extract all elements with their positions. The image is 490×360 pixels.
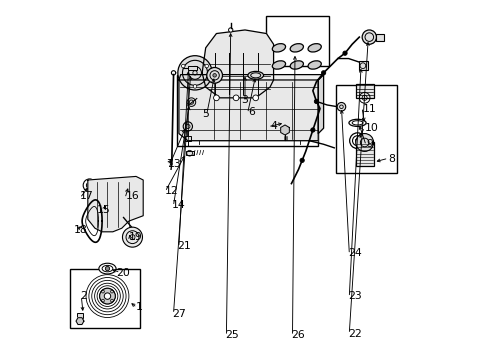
- Text: 1: 1: [136, 302, 143, 312]
- Text: 7: 7: [167, 159, 173, 169]
- Ellipse shape: [272, 44, 286, 52]
- Circle shape: [127, 184, 130, 187]
- Bar: [376, 33, 384, 41]
- Ellipse shape: [352, 121, 363, 125]
- Circle shape: [311, 128, 315, 132]
- Circle shape: [104, 293, 111, 299]
- Circle shape: [300, 158, 304, 162]
- Circle shape: [181, 64, 185, 68]
- Text: 16: 16: [125, 191, 139, 201]
- Circle shape: [355, 139, 360, 143]
- Text: 19: 19: [129, 232, 143, 242]
- Ellipse shape: [248, 71, 264, 79]
- Bar: [77, 313, 83, 319]
- Text: 5: 5: [202, 109, 209, 119]
- Polygon shape: [202, 30, 273, 98]
- Circle shape: [122, 227, 143, 247]
- Circle shape: [350, 133, 366, 149]
- Polygon shape: [76, 318, 84, 324]
- Text: 2: 2: [81, 291, 88, 301]
- Text: 15: 15: [97, 205, 111, 215]
- Circle shape: [122, 179, 135, 192]
- Text: 24: 24: [348, 248, 362, 258]
- Bar: [70, 269, 140, 328]
- Circle shape: [187, 98, 196, 107]
- Text: 21: 21: [177, 241, 191, 251]
- Circle shape: [88, 184, 91, 187]
- Polygon shape: [281, 125, 289, 135]
- Circle shape: [193, 85, 197, 88]
- Text: 14: 14: [172, 200, 186, 210]
- Bar: [185, 136, 191, 141]
- Circle shape: [205, 64, 209, 68]
- Text: 12: 12: [165, 186, 178, 196]
- Circle shape: [207, 67, 222, 83]
- Bar: [186, 151, 194, 156]
- Circle shape: [337, 103, 346, 111]
- Text: 27: 27: [172, 309, 186, 319]
- Ellipse shape: [290, 61, 303, 69]
- Circle shape: [213, 73, 217, 77]
- Circle shape: [362, 30, 376, 44]
- Ellipse shape: [272, 61, 286, 69]
- Text: 11: 11: [363, 104, 377, 113]
- Ellipse shape: [99, 263, 116, 274]
- Text: 18: 18: [74, 225, 88, 235]
- Text: 4: 4: [270, 121, 277, 131]
- Bar: [177, 75, 318, 146]
- Circle shape: [233, 95, 239, 101]
- Text: 22: 22: [348, 329, 362, 339]
- Circle shape: [105, 266, 110, 271]
- Text: 26: 26: [292, 330, 305, 341]
- Ellipse shape: [349, 119, 366, 126]
- Text: 17: 17: [80, 191, 94, 201]
- Polygon shape: [318, 75, 323, 134]
- Bar: [359, 61, 368, 70]
- Text: 23: 23: [348, 291, 362, 301]
- Ellipse shape: [308, 61, 321, 69]
- Circle shape: [183, 122, 193, 131]
- Circle shape: [214, 95, 220, 101]
- Bar: [356, 143, 373, 166]
- Circle shape: [228, 28, 233, 32]
- Circle shape: [356, 134, 373, 152]
- Text: 25: 25: [225, 330, 239, 341]
- Text: 20: 20: [117, 268, 130, 278]
- Circle shape: [99, 288, 115, 304]
- Circle shape: [321, 71, 326, 75]
- Circle shape: [178, 56, 212, 90]
- Bar: [356, 84, 373, 98]
- Circle shape: [253, 95, 259, 101]
- Text: 9: 9: [367, 139, 373, 149]
- Bar: [188, 66, 197, 70]
- Circle shape: [343, 51, 347, 55]
- Text: 6: 6: [248, 107, 255, 117]
- Ellipse shape: [290, 44, 303, 52]
- Circle shape: [83, 179, 96, 192]
- Bar: [267, 16, 329, 66]
- Polygon shape: [179, 75, 323, 80]
- Text: 10: 10: [365, 123, 379, 133]
- Text: 8: 8: [388, 154, 395, 163]
- Text: 13: 13: [168, 159, 182, 169]
- Bar: [336, 85, 397, 173]
- Polygon shape: [88, 176, 143, 232]
- Ellipse shape: [308, 44, 321, 52]
- Text: 3: 3: [242, 95, 248, 105]
- Circle shape: [314, 99, 319, 104]
- Polygon shape: [179, 80, 318, 141]
